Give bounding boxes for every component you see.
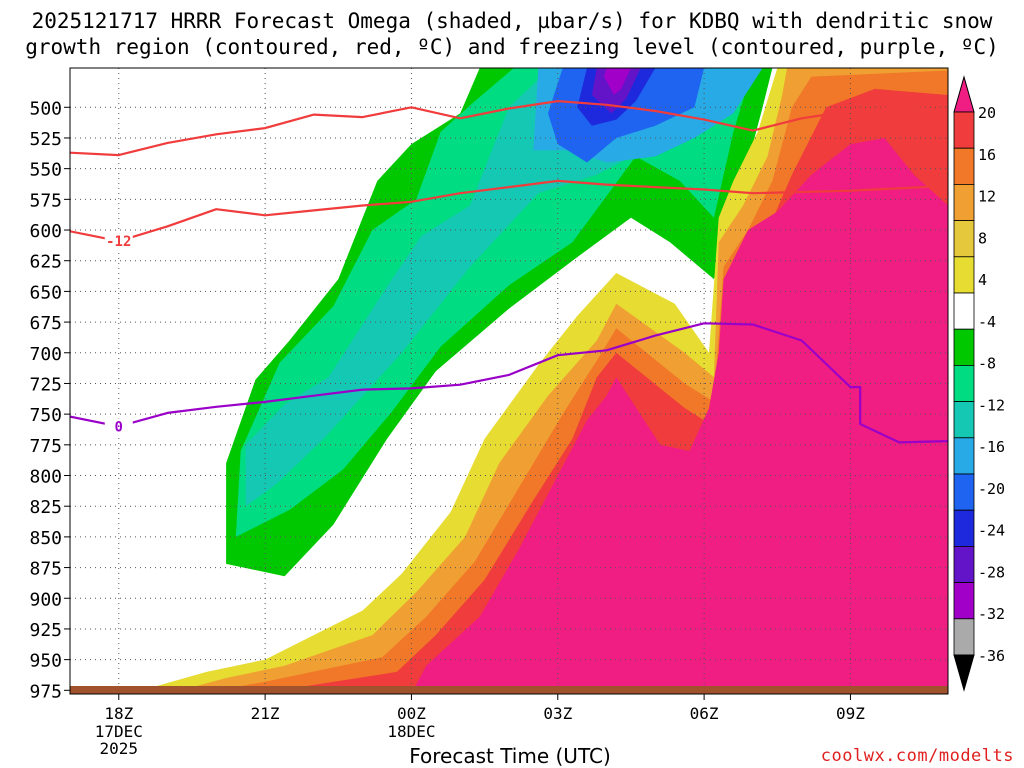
contour-label-dgz_bottom: -12	[106, 234, 131, 250]
colorbar-arrow-bottom	[953, 654, 975, 692]
y-tick-label-975: 975	[29, 681, 62, 702]
colorbar-band-0	[953, 111, 975, 149]
y-tick-label-700: 700	[29, 344, 62, 365]
y-tick-label-775: 775	[29, 436, 62, 457]
x-tick-label-21Z: 21Z	[251, 704, 280, 723]
colorbar-band-12	[953, 546, 975, 584]
y-tick-label-675: 675	[29, 313, 62, 334]
colorbar-label-0: 20	[978, 104, 996, 122]
omega-region-sea_green	[235, 68, 753, 537]
contour-lines: -12 0	[70, 100, 948, 444]
y-tick-label-875: 875	[29, 559, 62, 580]
chart-title-line1: 2025121717 HRRR Forecast Omega (shaded, …	[31, 9, 993, 33]
omega-region-pink	[411, 138, 948, 694]
colorbar-band-10	[953, 473, 975, 511]
colorbar-label-6: -8	[978, 355, 996, 373]
colorbar-band-4	[953, 256, 975, 294]
colorbar: 20 16 12 8 4 -4 -8 -12 -16 -20 -24 -28 -32 -36	[953, 75, 1005, 692]
colorbar-label-13: -36	[978, 647, 1005, 665]
contour-label-freezing_level: 0	[115, 419, 123, 435]
y-tick-label-925: 925	[29, 620, 62, 641]
y-tick-label-575: 575	[29, 190, 62, 211]
colorbar-band-11	[953, 509, 975, 547]
contour-label-bg-dgz_bottom	[104, 233, 133, 250]
colorbar-band-2	[953, 183, 975, 221]
y-axis: 500 525 550 575 600 625 650 675 700 725 750 775 800 8…	[29, 98, 70, 702]
colorbar-label-4: 4	[978, 271, 987, 289]
colorbar-label-8: -16	[978, 438, 1005, 456]
contour-freezing_level	[70, 322, 948, 444]
colorbar-band-7	[953, 364, 975, 402]
x-axis-label: Forecast Time (UTC)	[409, 744, 611, 768]
contour-label-bg-freezing_level	[104, 418, 133, 435]
y-tick-label-625: 625	[29, 252, 62, 273]
x-tick-sublabel-00Z: 18DEC	[387, 722, 435, 741]
colorbar-arrow-top	[953, 75, 975, 113]
colorbar-band-1	[953, 147, 975, 185]
x-tick-label-18Z: 18Z	[104, 704, 133, 723]
y-tick-label-525: 525	[29, 129, 62, 150]
colorbar-label-7: -12	[978, 396, 1005, 414]
y-tick-label-950: 950	[29, 651, 62, 672]
colorbar-label-2: 12	[978, 188, 996, 206]
credit-text: coolwx.com/modelts	[820, 746, 1014, 766]
colorbar-label-5: -4	[978, 313, 996, 331]
ground-strip	[70, 686, 948, 694]
colorbar-label-10: -24	[978, 522, 1005, 540]
y-tick-label-725: 725	[29, 374, 62, 395]
x-tick-label-09Z: 09Z	[836, 704, 865, 723]
contour-dgz_top	[70, 100, 948, 157]
y-tick-label-550: 550	[29, 160, 62, 181]
x-tick-label-00Z: 00Z	[397, 704, 426, 723]
y-tick-label-800: 800	[29, 467, 62, 488]
y-tick-label-650: 650	[29, 282, 62, 303]
colorbar-band-14	[953, 618, 975, 656]
y-tick-label-600: 600	[29, 221, 62, 242]
colorbar-band-5	[953, 292, 975, 330]
y-tick-label-850: 850	[29, 528, 62, 549]
colorbar-label-12: -32	[978, 605, 1005, 623]
y-tick-label-900: 900	[29, 589, 62, 610]
y-tick-label-825: 825	[29, 497, 62, 518]
chart-title-line2: growth region (contoured, red, ºC) and f…	[25, 35, 999, 59]
colorbar-band-13	[953, 582, 975, 620]
colorbar-label-9: -20	[978, 480, 1005, 498]
y-tick-label-750: 750	[29, 405, 62, 426]
colorbar-label-11: -28	[978, 563, 1005, 581]
colorbar-label-3: 8	[978, 229, 987, 247]
colorbar-band-8	[953, 401, 975, 439]
colorbar-band-6	[953, 328, 975, 366]
x-tick-label-06Z: 06Z	[690, 704, 719, 723]
omega-region-green_ascent	[226, 68, 773, 577]
omega-region-magenta_purple	[604, 68, 631, 95]
plot-frame	[69, 67, 949, 695]
colorbar-label-1: 16	[978, 146, 996, 164]
x-tick-label-03Z: 03Z	[543, 704, 572, 723]
colorbar-band-9	[953, 437, 975, 475]
y-tick-label-500: 500	[29, 98, 62, 119]
x-tick-sublabel2-18Z: 2025	[100, 739, 139, 758]
x-tick-sublabel-18Z: 17DEC	[95, 722, 143, 741]
colorbar-band-3	[953, 220, 975, 258]
contour-dgz_bottom	[70, 179, 948, 243]
chart-title: 2025121717 HRRR Forecast Omega (shaded, …	[0, 8, 1024, 60]
